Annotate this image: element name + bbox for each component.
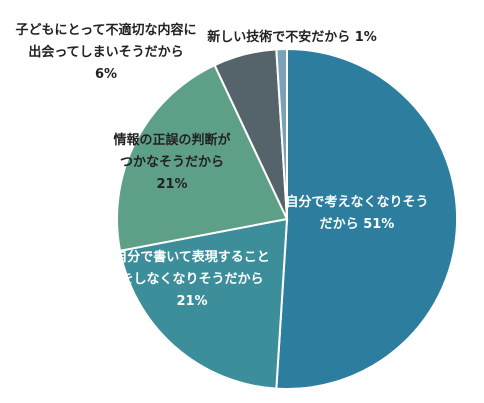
slice-label-line: 6% [95, 67, 117, 82]
slice-label-3: 子どもにとって不適切な内容に出会ってしまいそうだから 6% [16, 22, 197, 82]
pie-slice-0 [275, 47, 459, 390]
slice-label-4: 新しい技術で不安だから 1% [207, 29, 377, 45]
slice-label-line: 21% [176, 294, 207, 309]
slice-label-1: 自分で書いて表現することをしなくなりそうだから 21% [114, 249, 270, 309]
slice-label-line: 新しい技術で不安だから 1% [207, 29, 377, 45]
pie-slice-2 [116, 63, 289, 253]
slice-label-line: をしなくなりそうだから [120, 272, 263, 287]
slice-label-line: 自分で考えなくなりそう [285, 194, 428, 210]
slice-label-line: 情報の正誤の判断が [113, 132, 230, 148]
slice-label-line: 自分で書いて表現すること [114, 249, 270, 265]
slice-label-line: 出会ってしまいそうだから [28, 44, 183, 60]
slice-label-line: 21% [156, 177, 187, 192]
pie-slice-4 [275, 47, 288, 220]
pie-slice-1 [118, 217, 289, 390]
slice-label-line: 子どもにとって不適切な内容に [16, 22, 197, 38]
slice-label-line: だから 51% [320, 217, 395, 232]
slice-label-line: つかなそうだから [120, 155, 224, 170]
slice-label-2: 情報の正誤の判断がつかなそうだから 21% [113, 132, 230, 192]
slice-label-0: 自分で考えなくなりそうだから 51% [285, 194, 428, 232]
